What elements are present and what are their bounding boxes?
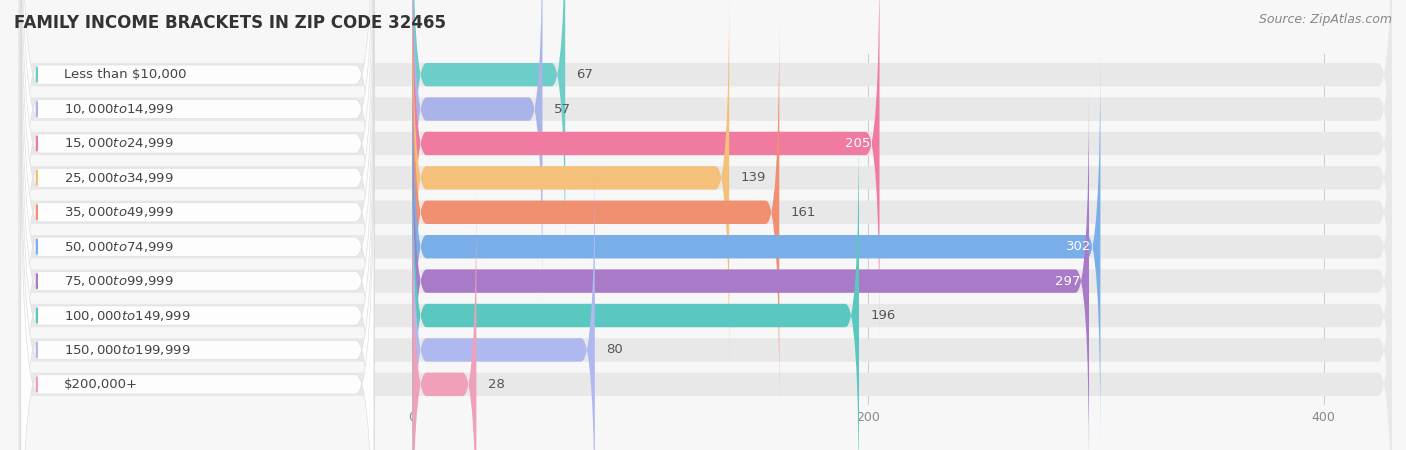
FancyBboxPatch shape: [21, 0, 374, 409]
FancyBboxPatch shape: [412, 121, 859, 450]
Text: $50,000 to $74,999: $50,000 to $74,999: [65, 240, 174, 254]
Text: $10,000 to $14,999: $10,000 to $14,999: [65, 102, 174, 116]
FancyBboxPatch shape: [21, 84, 374, 450]
FancyBboxPatch shape: [21, 0, 374, 375]
FancyBboxPatch shape: [412, 0, 565, 270]
FancyBboxPatch shape: [412, 18, 779, 407]
Text: $200,000+: $200,000+: [65, 378, 138, 391]
Text: 57: 57: [554, 103, 571, 116]
FancyBboxPatch shape: [412, 0, 543, 304]
FancyBboxPatch shape: [21, 0, 374, 340]
Text: FAMILY INCOME BRACKETS IN ZIP CODE 32465: FAMILY INCOME BRACKETS IN ZIP CODE 32465: [14, 14, 446, 32]
FancyBboxPatch shape: [18, 155, 1392, 450]
FancyBboxPatch shape: [18, 0, 1392, 373]
FancyBboxPatch shape: [18, 0, 1392, 270]
FancyBboxPatch shape: [18, 86, 1392, 450]
Text: $35,000 to $49,999: $35,000 to $49,999: [65, 205, 174, 219]
FancyBboxPatch shape: [18, 189, 1392, 450]
Text: $25,000 to $34,999: $25,000 to $34,999: [65, 171, 174, 185]
FancyBboxPatch shape: [21, 0, 374, 450]
Text: 205: 205: [845, 137, 870, 150]
FancyBboxPatch shape: [412, 0, 730, 373]
Text: $100,000 to $149,999: $100,000 to $149,999: [65, 309, 191, 323]
Text: Less than $10,000: Less than $10,000: [65, 68, 187, 81]
FancyBboxPatch shape: [21, 119, 374, 450]
Text: 196: 196: [870, 309, 896, 322]
Text: 297: 297: [1054, 274, 1080, 288]
FancyBboxPatch shape: [18, 0, 1392, 338]
FancyBboxPatch shape: [21, 15, 374, 450]
FancyBboxPatch shape: [18, 121, 1392, 450]
Text: 161: 161: [790, 206, 815, 219]
Text: $150,000 to $199,999: $150,000 to $199,999: [65, 343, 191, 357]
FancyBboxPatch shape: [21, 0, 374, 444]
Text: $75,000 to $99,999: $75,000 to $99,999: [65, 274, 174, 288]
FancyBboxPatch shape: [412, 189, 477, 450]
Text: 139: 139: [741, 171, 766, 184]
Text: 67: 67: [576, 68, 593, 81]
Text: 302: 302: [1066, 240, 1091, 253]
FancyBboxPatch shape: [18, 18, 1392, 407]
Text: Source: ZipAtlas.com: Source: ZipAtlas.com: [1258, 14, 1392, 27]
FancyBboxPatch shape: [18, 52, 1392, 441]
FancyBboxPatch shape: [412, 86, 1090, 450]
FancyBboxPatch shape: [412, 155, 595, 450]
FancyBboxPatch shape: [412, 0, 880, 338]
Text: $15,000 to $24,999: $15,000 to $24,999: [65, 136, 174, 150]
FancyBboxPatch shape: [21, 0, 374, 450]
Text: 28: 28: [488, 378, 505, 391]
Text: 80: 80: [606, 343, 623, 356]
FancyBboxPatch shape: [21, 50, 374, 450]
FancyBboxPatch shape: [412, 52, 1101, 441]
FancyBboxPatch shape: [18, 0, 1392, 304]
